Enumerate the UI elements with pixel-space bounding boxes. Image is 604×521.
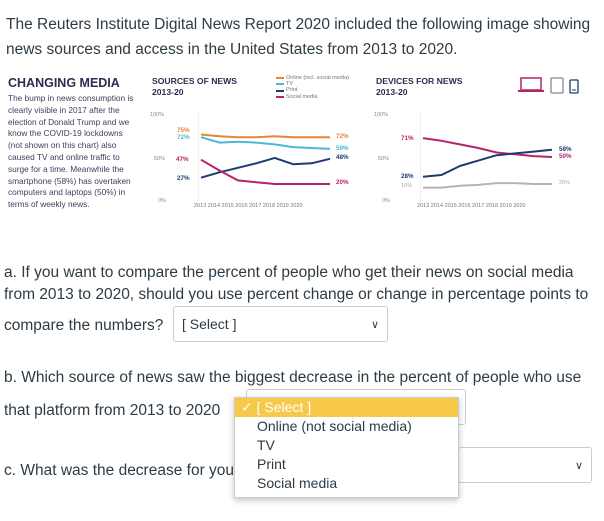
question-a-select[interactable]: [ Select ] ∨ bbox=[173, 306, 388, 342]
chevron-down-icon: ∨ bbox=[370, 319, 379, 331]
question-c-select[interactable]: ∨ bbox=[458, 447, 592, 483]
devices-axis-100: 100% bbox=[374, 112, 389, 118]
device-icons bbox=[518, 76, 598, 101]
question-a-select-value: [ Select ] bbox=[182, 316, 237, 332]
infographic-body: The bump in news consumption is clearly … bbox=[8, 93, 134, 210]
sources-chart bbox=[198, 112, 331, 202]
question-a-line2: from 2013 to 2020, should you use percen… bbox=[4, 286, 589, 303]
series-line-social-media bbox=[200, 158, 330, 185]
series-line-print bbox=[200, 156, 331, 179]
sources-start-print: 27% bbox=[177, 175, 190, 182]
question-b-line1: b. Which source of news saw the biggest … bbox=[4, 369, 582, 386]
sources-axis-0: 0% bbox=[158, 198, 166, 204]
sources-title: SOURCES OF NEWS 2013-20 bbox=[152, 76, 237, 97]
devices-end-computer: 50% bbox=[559, 153, 572, 160]
question-c-line1: c. What was the decrease for you bbox=[4, 462, 235, 479]
sources-end-social: 20% bbox=[336, 179, 349, 186]
series-line-tablet bbox=[423, 182, 552, 189]
tablet-icon bbox=[550, 77, 564, 94]
devices-end-tablet: 20% bbox=[559, 180, 571, 186]
devices-chart bbox=[420, 112, 553, 202]
legend-print: Print bbox=[286, 87, 298, 94]
dropdown-option-select[interactable]: ✓ [ Select ] bbox=[235, 398, 458, 417]
series-line-computer bbox=[422, 137, 553, 158]
legend-social: Social media bbox=[286, 93, 318, 100]
sources-start-social: 47% bbox=[176, 156, 189, 163]
sources-end-online: 72% bbox=[336, 133, 349, 140]
chevron-down-icon: ∨ bbox=[574, 460, 583, 472]
devices-start-computer: 71% bbox=[401, 135, 414, 142]
series-line-smartphone bbox=[422, 148, 553, 178]
question-b-dropdown-menu: ✓ [ Select ] Online (not social media) T… bbox=[234, 397, 459, 498]
sources-end-print: 48% bbox=[336, 154, 349, 161]
legend-tv: TV bbox=[286, 81, 294, 88]
question-a-line3: compare the numbers? bbox=[4, 317, 164, 334]
devices-start-smartphone: 28% bbox=[401, 173, 414, 180]
laptop-icon bbox=[518, 77, 544, 92]
news-infographic: CHANGING MEDIA The bump in news consumpt… bbox=[8, 72, 598, 242]
devices-axis-0: 0% bbox=[382, 198, 390, 204]
sources-axis-50: 50% bbox=[154, 156, 166, 162]
question-a-line1: a. If you want to compare the percent of… bbox=[4, 264, 574, 281]
devices-title: DEVICES FOR NEWS 2013-20 bbox=[376, 76, 463, 97]
dropdown-option-tv[interactable]: TV bbox=[257, 437, 275, 453]
intro-text: The Reuters Institute Digital News Repor… bbox=[6, 16, 591, 58]
dropdown-option-online[interactable]: Online (not social media) bbox=[257, 418, 412, 434]
series-line-online bbox=[200, 133, 330, 139]
devices-end-smartphone: 58% bbox=[559, 146, 572, 153]
dropdown-option-print[interactable]: Print bbox=[257, 456, 286, 472]
devices-axis-50: 50% bbox=[378, 156, 390, 162]
sources-start-online: 75% bbox=[177, 127, 190, 134]
sources-start-tv: 72% bbox=[177, 134, 190, 141]
dropdown-option-social-media[interactable]: Social media bbox=[257, 475, 338, 491]
sources-years: 2013 2014 2015 2016 2017 2018 2019 2020 bbox=[194, 203, 303, 209]
sources-legend: Online (incl. social media) TV Print Soc… bbox=[276, 75, 349, 100]
phone-icon bbox=[569, 79, 579, 94]
series-line-tv bbox=[200, 136, 331, 150]
devices-years: 2013 2014 2015 2016 2017 2018 2019 2020 bbox=[417, 203, 526, 209]
legend-online: Online (incl. social media) bbox=[286, 75, 349, 81]
infographic-title: CHANGING MEDIA bbox=[8, 76, 120, 90]
question-b-line2: that platform from 2013 to 2020 bbox=[4, 402, 221, 419]
sources-axis-100: 100% bbox=[150, 112, 165, 118]
sources-end-tv: 59% bbox=[336, 145, 349, 152]
devices-start-tablet: 16% bbox=[401, 183, 413, 189]
